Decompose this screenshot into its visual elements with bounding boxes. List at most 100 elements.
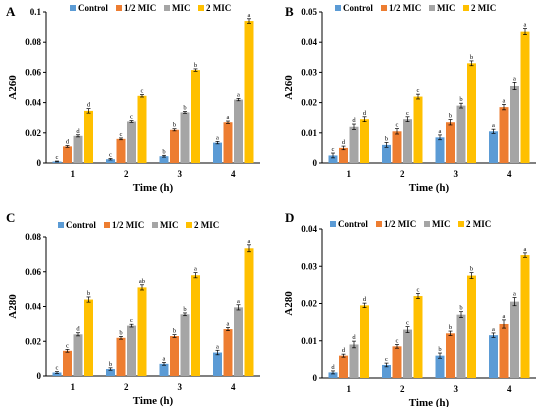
y-axis-title: A260: [283, 75, 295, 100]
bar: [213, 142, 222, 163]
y-tick-label: 0.08: [25, 232, 41, 242]
legend-swatch: [458, 221, 464, 227]
significance-label: b: [183, 306, 186, 313]
bar: [467, 63, 476, 164]
significance-label: c: [385, 356, 388, 363]
bar: [159, 363, 169, 376]
y-axis-title: A260: [7, 75, 19, 100]
bar: [435, 137, 445, 163]
y-tick-label: 0.05: [301, 7, 317, 17]
y-tick-label: 0.06: [25, 67, 41, 77]
significance-label: d: [363, 110, 367, 117]
legend: Control 1/2 MIC MIC 2 MIC: [335, 3, 496, 13]
significance-label: c: [130, 317, 133, 324]
significance-label: d: [342, 347, 346, 354]
bar: [339, 147, 348, 163]
bar: [520, 255, 530, 378]
significance-label: d: [76, 128, 80, 135]
y-tick-label: 0: [313, 373, 318, 383]
legend-label: 1/2 MIC: [389, 3, 421, 13]
legend-label: 2 MIC: [194, 220, 219, 230]
bar: [84, 110, 93, 163]
legend-swatch: [335, 5, 341, 11]
bar: [116, 138, 126, 163]
bar: [328, 372, 338, 378]
significance-label: d: [363, 296, 367, 303]
significance-label: a: [524, 22, 527, 29]
significance-label: a: [237, 91, 240, 98]
x-tick-label: 1: [71, 169, 76, 179]
bar: [489, 335, 498, 378]
significance-label: a: [513, 291, 516, 298]
legend-label: 1/2 MIC: [384, 219, 416, 229]
significance-label: b: [87, 290, 90, 297]
legend-label: MIC: [160, 220, 179, 230]
legend-swatch: [186, 222, 192, 228]
bar: [456, 105, 466, 163]
significance-label: b: [385, 135, 388, 142]
significance-label: b: [459, 305, 462, 312]
bar: [382, 144, 391, 163]
significance-label: c: [56, 154, 59, 161]
significance-label: a: [216, 343, 219, 350]
bar: [392, 346, 402, 378]
legend-label: 1/2 MIC: [112, 220, 144, 230]
legend-swatch: [164, 5, 170, 11]
legend-swatch: [104, 222, 110, 228]
legend-label: MIC: [437, 3, 456, 13]
y-tick-label: 0.01: [301, 128, 317, 138]
significance-label: a: [492, 122, 495, 129]
significance-label: d: [352, 117, 356, 124]
significance-label: b: [173, 122, 176, 129]
legend-label: MIC: [432, 219, 451, 229]
legend-swatch: [376, 221, 382, 227]
x-tick-label: 3: [454, 169, 459, 179]
significance-label: d: [331, 364, 335, 371]
bar: [244, 248, 254, 376]
bar: [328, 155, 338, 163]
legend-swatch: [70, 5, 76, 11]
legend-swatch: [424, 221, 430, 227]
significance-label: c: [332, 146, 335, 153]
bar: [360, 119, 369, 163]
bar: [413, 96, 423, 163]
bar: [137, 287, 147, 376]
significance-label: a: [227, 114, 230, 121]
x-axis-title: Time (h): [133, 182, 174, 194]
significance-label: d: [342, 139, 346, 146]
y-tick-label: 0.08: [25, 37, 41, 47]
bar: [127, 121, 136, 163]
x-tick-label: 2: [124, 169, 129, 179]
legend-swatch: [330, 221, 336, 227]
bar: [520, 31, 530, 163]
y-tick-label: 0.04: [301, 37, 317, 47]
bar: [446, 333, 455, 378]
significance-label: a: [248, 12, 251, 19]
bar: [84, 299, 93, 376]
significance-label: a: [248, 238, 251, 245]
bar: [435, 355, 445, 378]
y-tick-label: 0.04: [25, 302, 41, 312]
bar: [137, 95, 147, 163]
y-tick-label: 0.06: [25, 267, 41, 277]
y-tick-label: 0.04: [25, 98, 41, 108]
legend-swatch: [116, 5, 122, 11]
bar: [403, 329, 412, 378]
significance-label: c: [417, 286, 420, 293]
significance-label: b: [173, 328, 176, 335]
chart-panel-c: C Control 1/2 MIC MIC 2 MIC 0 0.02 0.04 0.06 0.08…: [6, 210, 260, 407]
y-tick-label: 0.03: [301, 261, 317, 271]
bar: [244, 21, 254, 164]
significance-label: c: [141, 88, 144, 95]
y-tick-label: 0.02: [301, 299, 317, 309]
legend-label: 1/2 MIC: [124, 3, 156, 13]
bar: [234, 99, 243, 163]
legend: Control 1/2 MIC MIC 2 MIC: [330, 219, 491, 229]
x-tick-label: 2: [124, 382, 129, 392]
bar: [159, 156, 169, 163]
significance-label: d: [87, 102, 91, 109]
legend-swatch: [429, 5, 435, 11]
significance-label: a: [503, 97, 506, 104]
x-tick-label: 3: [178, 169, 183, 179]
